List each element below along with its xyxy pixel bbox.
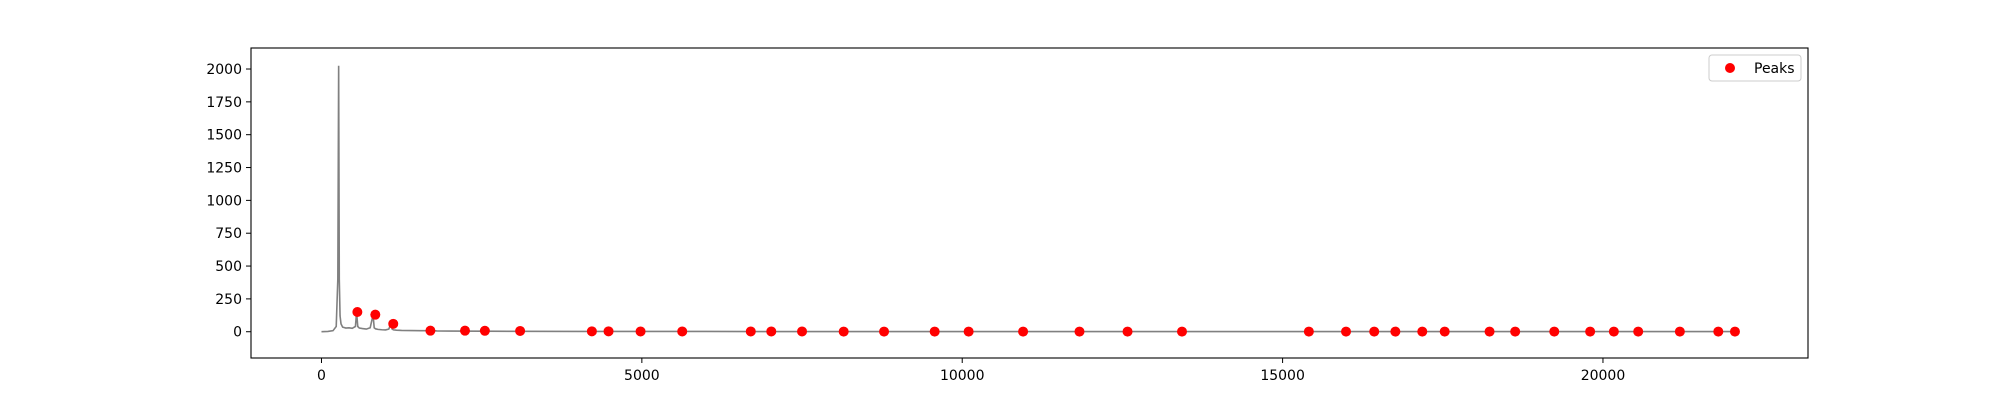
y-tick-label: 1750 (206, 95, 242, 111)
y-tick-label: 250 (215, 292, 242, 308)
peak-point (635, 326, 646, 337)
x-tick-label: 10000 (940, 368, 985, 384)
peak-point (1633, 326, 1644, 337)
y-axis: 0 250 500 750 1000 1250 1500 1750 2000 (206, 62, 251, 341)
y-tick-label: 2000 (206, 62, 242, 78)
y-tick-label: 1500 (206, 128, 242, 144)
peak-point (1713, 326, 1724, 337)
peak-point (1585, 326, 1596, 337)
y-tick-label: 750 (215, 226, 242, 242)
x-tick-label: 5000 (624, 368, 660, 384)
peak-point (963, 326, 974, 337)
peak-point (1417, 326, 1428, 337)
peak-point (1439, 326, 1450, 337)
peak-point (352, 307, 363, 318)
peak-point (1176, 326, 1187, 337)
legend-box (1708, 54, 1802, 82)
y-tick-label: 1000 (206, 193, 242, 209)
peak-point (766, 326, 777, 337)
signal-line (321, 65, 1732, 333)
legend: Peaks (1708, 54, 1802, 82)
legend-peaks-marker (1725, 63, 1735, 73)
peak-point (838, 326, 849, 337)
peak-point (370, 309, 381, 320)
peak-point (388, 318, 399, 329)
peak-point (677, 326, 688, 337)
peak-point (479, 325, 490, 336)
peak-point (1484, 326, 1495, 337)
y-tick-label: 500 (215, 259, 242, 275)
plot-area (321, 65, 1740, 337)
peak-point (1122, 326, 1133, 337)
peak-point (603, 326, 614, 337)
peak-point (1074, 326, 1085, 337)
peak-point (1549, 326, 1560, 337)
peak-point (515, 325, 526, 336)
peak-point (1390, 326, 1401, 337)
peak-point (1510, 326, 1521, 337)
peak-point (1608, 326, 1619, 337)
peak-point (745, 326, 756, 337)
peak-point (586, 326, 597, 337)
x-tick-label: 20000 (1581, 368, 1626, 384)
x-tick-label: 0 (317, 368, 326, 384)
legend-peaks-label: Peaks (1754, 61, 1795, 77)
peak-point (1369, 326, 1380, 337)
x-axis: 0 5000 10000 15000 20000 (317, 358, 1625, 384)
peak-point (1303, 326, 1314, 337)
y-tick-label: 1250 (206, 161, 242, 177)
y-tick-label: 0 (233, 325, 242, 341)
peak-point (460, 325, 471, 336)
peak-point (929, 326, 940, 337)
peak-point (425, 325, 436, 336)
plot-frame (250, 47, 1809, 359)
peak-point (1674, 326, 1685, 337)
peak-point (797, 326, 808, 337)
peak-point (879, 326, 890, 337)
peak-point (1018, 326, 1029, 337)
x-tick-label: 15000 (1260, 368, 1305, 384)
peak-point (1341, 326, 1352, 337)
peak-point (1729, 326, 1740, 337)
